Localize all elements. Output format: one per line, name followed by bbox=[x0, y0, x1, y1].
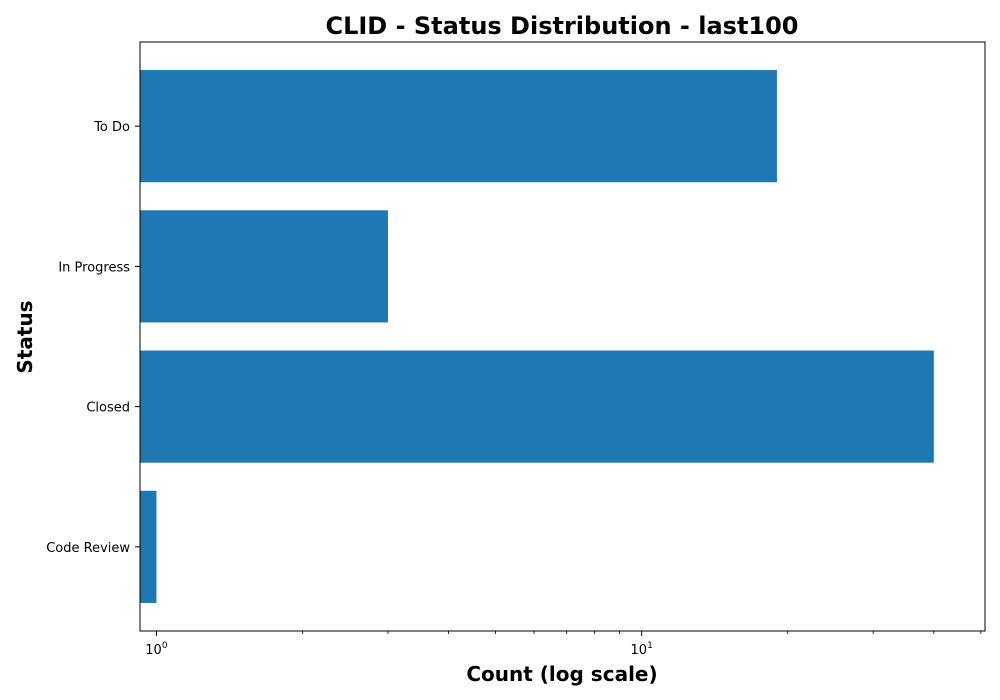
bar-to-do bbox=[140, 70, 777, 183]
x-axis-ticks: 100 101 bbox=[145, 631, 982, 658]
y-axis-label: Status bbox=[13, 300, 37, 373]
y-axis-ticks: To Do In Progress Closed Code Review bbox=[46, 120, 140, 556]
x-axis-label: Count (log scale) bbox=[466, 662, 657, 686]
y-tick-label: Code Review bbox=[46, 541, 130, 556]
bar-code-review bbox=[140, 490, 157, 603]
x-tick-label: 100 bbox=[145, 641, 168, 658]
y-tick-label: Closed bbox=[86, 401, 130, 416]
y-tick-label: In Progress bbox=[58, 260, 130, 275]
bar-closed bbox=[140, 350, 934, 463]
bars bbox=[140, 70, 934, 603]
x-tick-label: 101 bbox=[631, 641, 653, 658]
chart-title: CLID - Status Distribution - last100 bbox=[325, 12, 798, 40]
bar-in-progress bbox=[140, 210, 388, 323]
y-tick-label: To Do bbox=[93, 120, 130, 135]
plot-frame bbox=[139, 41, 986, 632]
